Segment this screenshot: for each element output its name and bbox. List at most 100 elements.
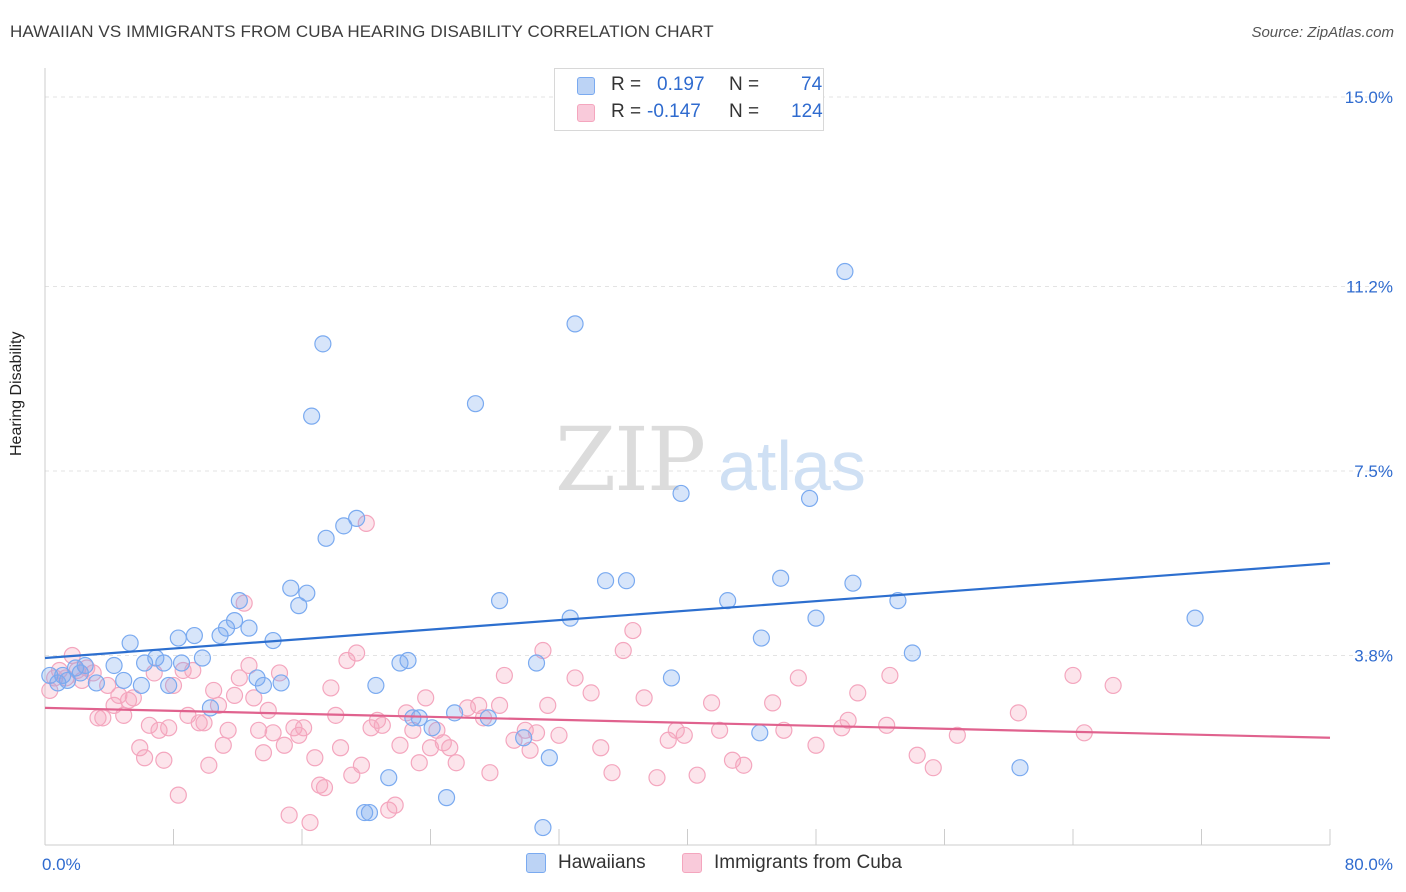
hawaiian-point — [367, 676, 385, 695]
y-tick-label: 11.2% — [1346, 277, 1393, 296]
hawaiian-points — [41, 262, 1204, 837]
hawaiian-point — [185, 626, 203, 645]
watermark-atlas: atlas — [718, 427, 866, 505]
hawaiians-swatch — [526, 853, 546, 873]
cuba-point — [566, 669, 584, 687]
cuba-point — [441, 739, 459, 757]
x-tick-labels: 0.0% 80.0% — [42, 855, 1393, 874]
hawaiian-point — [527, 654, 546, 672]
hawaiian-point — [1011, 759, 1029, 777]
cuba-point — [675, 726, 693, 744]
cuba-point — [119, 691, 138, 709]
cuba-point — [711, 721, 729, 739]
hawaiian-point — [282, 579, 300, 597]
cuba-point — [421, 739, 440, 757]
cuba-point — [352, 756, 371, 774]
cuba-points — [41, 514, 1122, 832]
hawaiian-point — [160, 676, 178, 695]
cuba-point — [140, 716, 159, 734]
cuba-point — [264, 724, 282, 742]
hawaiian-point — [254, 676, 273, 695]
hawaiian-point — [317, 529, 335, 547]
hawaiian-point — [290, 597, 308, 615]
cuba-point — [723, 751, 742, 769]
cuba-point — [155, 751, 173, 769]
cuba-point — [245, 689, 263, 707]
hawaiian-point — [58, 671, 77, 690]
cuba-point — [306, 749, 324, 767]
cuba-point — [614, 641, 632, 660]
hawaiian-point — [515, 729, 533, 747]
legend-r-value: 0.197 — [657, 74, 705, 95]
cuba-point — [275, 736, 293, 754]
hawaiian-point — [172, 654, 191, 672]
cuba-point — [164, 676, 183, 695]
cuba-point — [1064, 666, 1082, 685]
x-tick-label-min: 0.0% — [42, 855, 81, 874]
cuba-point — [527, 724, 546, 742]
hawaiian-point — [360, 803, 379, 822]
cuba-point — [94, 709, 112, 727]
hawaiian-point — [155, 654, 173, 672]
hawaiian-point — [662, 669, 681, 687]
hawaiian-point — [135, 654, 154, 672]
legend-swatch-pink — [577, 104, 595, 122]
hawaiian-point — [87, 674, 106, 692]
hawaiian-point — [836, 262, 854, 281]
cuba-point — [908, 746, 926, 764]
cuba-point — [322, 679, 340, 697]
hawaiian-point — [201, 699, 220, 717]
legend-n-value: 74 — [801, 74, 823, 95]
cuba-point — [458, 699, 477, 717]
hawaiian-point — [272, 674, 290, 692]
cuba-point — [131, 739, 149, 757]
hawaiian-point — [617, 572, 636, 590]
hawaiian-trendline — [44, 562, 1331, 660]
cuba-point — [789, 669, 807, 687]
cuba-point — [849, 684, 867, 702]
cuba-point — [280, 806, 298, 824]
cuba-point — [214, 736, 232, 754]
cuba-point — [219, 721, 237, 739]
cuba-point — [169, 786, 187, 804]
cuba-point — [490, 696, 509, 714]
cuba-point — [881, 666, 899, 685]
hawaiian-point — [672, 484, 690, 503]
hawaiian-point — [76, 656, 94, 675]
cuba-point — [230, 669, 248, 687]
hawaiian-point — [751, 724, 769, 742]
cuba-point — [311, 776, 329, 794]
hawaiian-point — [437, 789, 456, 807]
cuba-point — [240, 656, 258, 675]
hawaiian-point — [534, 818, 552, 837]
hawaiian-point — [466, 395, 485, 413]
hawaiian-point — [752, 629, 770, 647]
legend-swatch-blue — [577, 77, 595, 95]
cuba-point — [235, 594, 253, 612]
hawaiian-point — [399, 651, 417, 670]
cuba-point — [1009, 704, 1027, 722]
hawaiian-point — [423, 719, 441, 737]
cuba-trendline — [44, 706, 1331, 739]
cuba-point — [635, 689, 653, 707]
hawaiian-point — [348, 509, 366, 527]
hawaiian-point — [240, 619, 258, 637]
cuba-point — [195, 714, 213, 732]
cuba-point — [386, 796, 404, 814]
hawaiian-point — [121, 634, 139, 652]
hawaiian-point — [807, 609, 825, 627]
cuba-point — [764, 694, 782, 712]
trendlines — [44, 562, 1331, 739]
cuba-legend-label: Immigrants from Cuba — [714, 852, 902, 873]
cuba-point — [481, 764, 499, 782]
cuba-point — [295, 719, 313, 737]
hawaiian-point — [596, 572, 615, 590]
cuba-point — [648, 769, 666, 787]
cuba-point — [190, 714, 208, 732]
legend-n-value: 124 — [791, 101, 823, 122]
x-tick-label-max: 80.0% — [1345, 855, 1393, 874]
cuba-point — [254, 744, 273, 762]
cuba-point — [539, 696, 557, 714]
cuba-point — [495, 666, 513, 685]
